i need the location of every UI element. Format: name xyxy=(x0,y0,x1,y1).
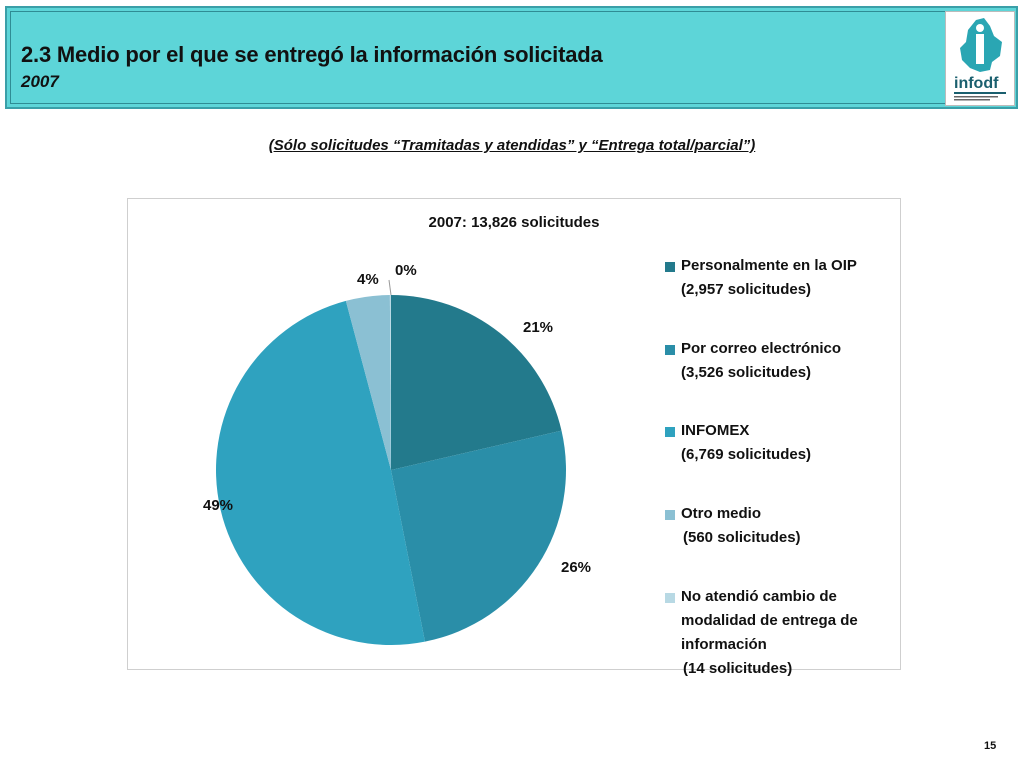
logo-graphic: infodf xyxy=(954,18,1006,101)
legend-swatch-oip xyxy=(665,262,675,272)
pie-slice-email xyxy=(391,430,566,642)
legend-label-infomex: INFOMEX xyxy=(681,422,750,439)
legend-detail-infomex: (6,769 solicitudes) xyxy=(681,446,812,463)
pie-slice-oip xyxy=(391,295,562,470)
chart-title: 2007: 13,826 solicitudes xyxy=(428,214,600,231)
pie-slice-otro xyxy=(345,295,391,470)
legend-swatch-infomex xyxy=(665,427,675,437)
infodf-logo: infodf xyxy=(945,11,1015,106)
legend-detail-no-atendio: (14 solicitudes) xyxy=(683,660,793,677)
legend-swatch-otro xyxy=(665,510,675,520)
legend-detail-email: (3,526 solicitudes) xyxy=(681,364,812,381)
legend-swatch-email xyxy=(665,345,675,355)
slide-year: 2007 xyxy=(21,72,59,91)
chart-subtitle: (Sólo solicitudes “Tramitadas y atendida… xyxy=(268,137,756,154)
page-number: 15 xyxy=(984,740,997,752)
legend-swatch-no-atendio xyxy=(665,593,675,603)
leader-line-no-atendio xyxy=(388,279,392,296)
pie-chart: 21% 26% 49% 4% 0% xyxy=(203,262,591,645)
data-label-oip: 21% xyxy=(523,319,553,336)
legend-detail-oip: (2,957 solicitudes) xyxy=(681,281,812,298)
data-label-infomex: 49% xyxy=(203,497,233,514)
pie-slice-infomex xyxy=(216,300,425,645)
logo-text: infodf xyxy=(954,75,999,92)
slide-header: 2.3 Medio por el que se entregó la infor… xyxy=(5,6,1018,109)
slide-title: 2.3 Medio por el que se entregó la infor… xyxy=(21,42,603,67)
legend-label-oip: Personalmente en la OIP xyxy=(681,257,857,274)
legend-label-email: Por correo electrónico xyxy=(681,340,842,357)
legend-detail-otro: (560 solicitudes) xyxy=(683,529,801,546)
legend-label-no-atendio: No atendió cambio de modalidad de entreg… xyxy=(681,588,858,653)
data-label-no-atendio: 0% xyxy=(395,262,417,279)
data-label-otro: 4% xyxy=(357,271,379,288)
legend-label-otro: Otro medio xyxy=(681,505,762,522)
pie-slice-no-atendio xyxy=(389,295,391,470)
data-label-email: 26% xyxy=(561,559,591,576)
